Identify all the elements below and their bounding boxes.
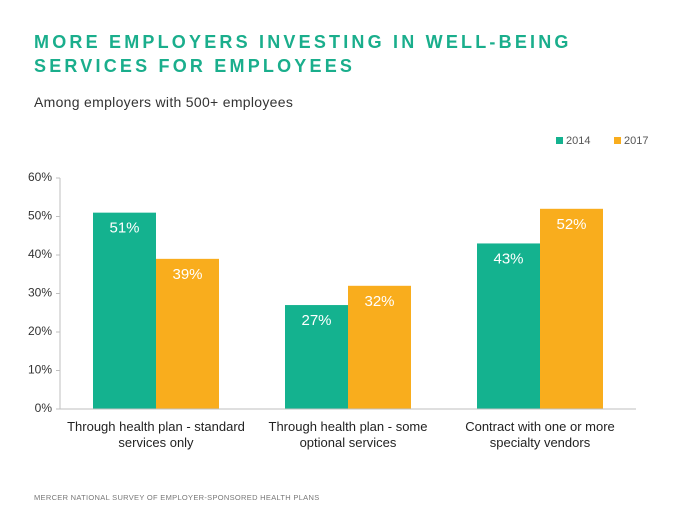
y-tick-label: 20% bbox=[28, 324, 52, 338]
value-label: 39% bbox=[172, 266, 202, 283]
bar bbox=[156, 258, 219, 409]
x-tick-label: Through health plan - some optional serv… bbox=[268, 419, 428, 450]
y-tick-label: 30% bbox=[28, 286, 52, 300]
bar bbox=[348, 285, 411, 409]
bar bbox=[93, 212, 156, 409]
value-label: 52% bbox=[556, 216, 586, 233]
y-tick-label: 0% bbox=[35, 401, 53, 415]
legend-label: 2017 bbox=[624, 135, 648, 147]
chart-title: MORE EMPLOYERS INVESTING IN WELL-BEING S… bbox=[34, 32, 572, 76]
legend-label: 2014 bbox=[566, 135, 590, 147]
bar bbox=[477, 243, 540, 409]
chart-subtitle: Among employers with 500+ employees bbox=[34, 94, 294, 110]
value-label: 51% bbox=[109, 220, 139, 237]
value-label: 32% bbox=[364, 293, 394, 310]
y-tick-label: 50% bbox=[28, 209, 52, 223]
y-tick-label: 10% bbox=[28, 363, 52, 377]
x-tick-label: Contract with one or more specialty vend… bbox=[465, 419, 615, 450]
y-tick-label: 60% bbox=[28, 170, 52, 184]
bar bbox=[540, 208, 603, 409]
value-label: 43% bbox=[493, 250, 523, 267]
legend-swatch bbox=[556, 137, 563, 144]
x-tick-label: Through health plan - standard services … bbox=[67, 419, 245, 450]
value-label: 27% bbox=[301, 312, 331, 329]
source-note: MERCER NATIONAL SURVEY OF EMPLOYER-SPONS… bbox=[34, 493, 320, 502]
bar bbox=[285, 305, 348, 409]
legend-swatch bbox=[614, 137, 621, 144]
y-tick-label: 40% bbox=[28, 247, 52, 261]
